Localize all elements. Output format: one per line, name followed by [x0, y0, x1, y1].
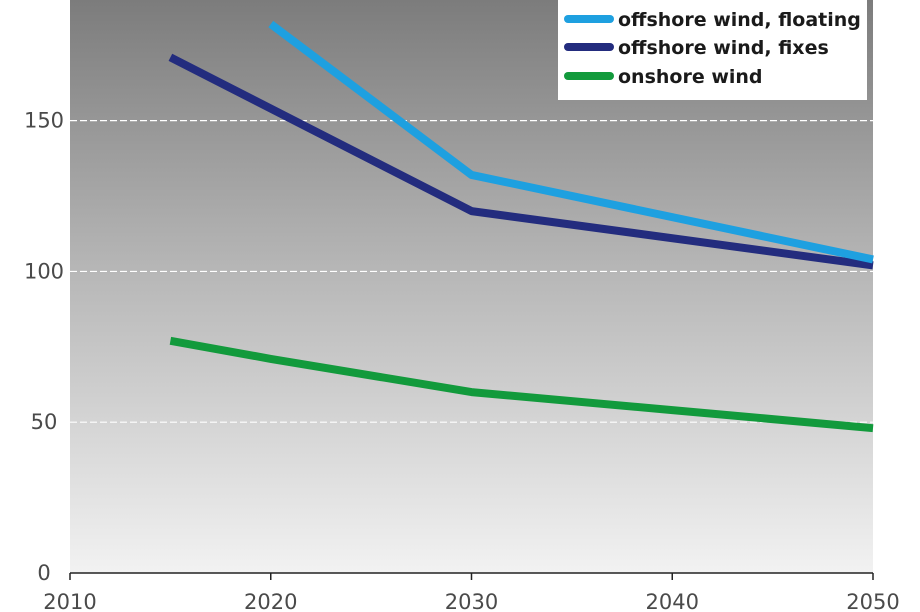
- x-tick-label: 2020: [244, 590, 297, 612]
- x-tick-label: 2010: [43, 590, 96, 612]
- series-line-1: [168, 53, 874, 270]
- y-tick-label: 100: [24, 259, 64, 283]
- legend-label: onshore wind: [618, 66, 763, 88]
- legend-label: offshore wind, floating: [618, 9, 861, 31]
- x-tick-label: 2030: [445, 590, 498, 612]
- x-axis-ticks: 2010 2020 2030 2040 2050: [43, 573, 900, 612]
- x-tick-label: 2040: [646, 590, 699, 612]
- y-tick-label: 150: [24, 109, 64, 133]
- legend: offshore wind, floating offshore wind, fi…: [558, 0, 867, 100]
- x-tick-label: 2050: [846, 590, 899, 612]
- y-tick-label: 0: [37, 561, 50, 585]
- gridlines: [70, 120, 873, 423]
- y-tick-label: 50: [31, 410, 58, 434]
- series-lines: [168, 20, 874, 433]
- legend-label: offshore wind, fixes: [618, 37, 829, 59]
- y-axis-ticks: 0 50 100 150: [24, 109, 64, 585]
- series-line-0: [268, 20, 874, 264]
- series-line-2: [169, 336, 874, 433]
